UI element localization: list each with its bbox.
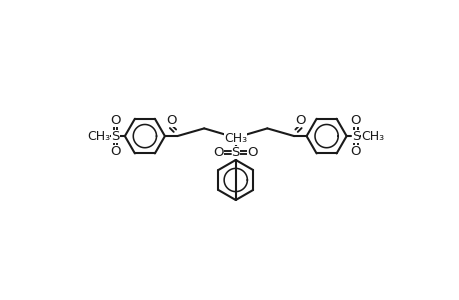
Text: CH₃: CH₃ xyxy=(360,130,384,142)
Text: S: S xyxy=(111,130,119,142)
Text: S: S xyxy=(231,146,240,159)
Text: O: O xyxy=(213,146,224,159)
Text: O: O xyxy=(247,146,257,159)
Text: S: S xyxy=(351,130,359,142)
Text: CH₃: CH₃ xyxy=(224,132,247,145)
Text: O: O xyxy=(350,114,360,127)
Text: O: O xyxy=(110,145,121,158)
Text: O: O xyxy=(165,114,176,127)
Text: O: O xyxy=(350,145,360,158)
Text: O: O xyxy=(110,114,121,127)
Text: CH₃: CH₃ xyxy=(87,130,110,142)
Text: O: O xyxy=(295,114,305,127)
